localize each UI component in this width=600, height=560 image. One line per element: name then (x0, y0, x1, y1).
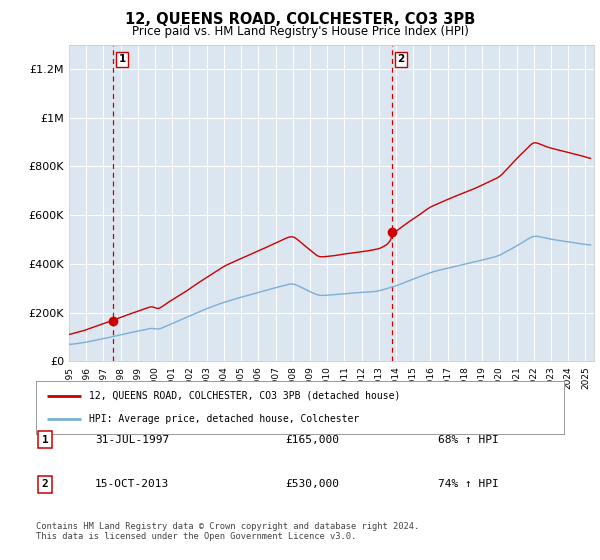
Text: 12, QUEENS ROAD, COLCHESTER, CO3 3PB: 12, QUEENS ROAD, COLCHESTER, CO3 3PB (125, 12, 475, 27)
Text: 74% ↑ HPI: 74% ↑ HPI (437, 479, 499, 489)
Text: Contains HM Land Registry data © Crown copyright and database right 2024.
This d: Contains HM Land Registry data © Crown c… (36, 522, 419, 542)
Text: HPI: Average price, detached house, Colchester: HPI: Average price, detached house, Colc… (89, 414, 359, 424)
Text: 2: 2 (398, 54, 405, 64)
Text: 31-JUL-1997: 31-JUL-1997 (95, 435, 169, 445)
Text: 68% ↑ HPI: 68% ↑ HPI (437, 435, 499, 445)
Text: £530,000: £530,000 (285, 479, 339, 489)
Text: 2: 2 (41, 479, 49, 489)
Text: 1: 1 (41, 435, 49, 445)
Text: Price paid vs. HM Land Registry's House Price Index (HPI): Price paid vs. HM Land Registry's House … (131, 25, 469, 38)
Text: 12, QUEENS ROAD, COLCHESTER, CO3 3PB (detached house): 12, QUEENS ROAD, COLCHESTER, CO3 3PB (de… (89, 391, 400, 401)
Text: 1: 1 (119, 54, 126, 64)
Text: 15-OCT-2013: 15-OCT-2013 (95, 479, 169, 489)
Text: £165,000: £165,000 (285, 435, 339, 445)
